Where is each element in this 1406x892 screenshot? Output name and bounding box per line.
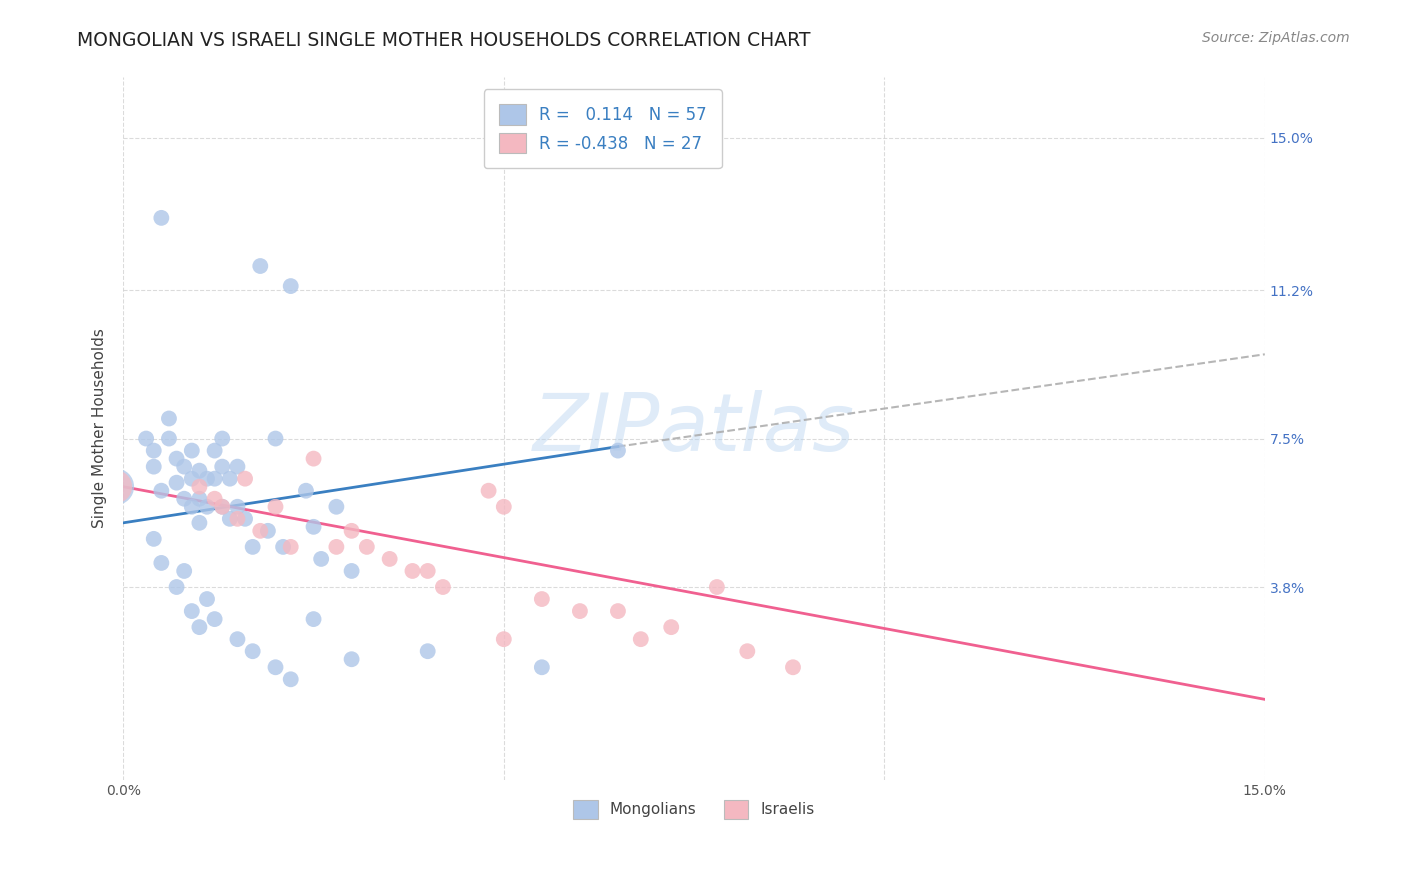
Point xyxy=(204,472,226,486)
Point xyxy=(340,524,363,538)
Point xyxy=(104,480,127,494)
Point xyxy=(188,464,211,478)
Point xyxy=(280,673,302,687)
Point xyxy=(180,443,202,458)
Point xyxy=(325,540,347,554)
Point xyxy=(242,540,264,554)
Point xyxy=(492,632,515,647)
Point xyxy=(249,259,271,273)
Point xyxy=(302,520,325,534)
Point xyxy=(173,564,195,578)
Point xyxy=(104,480,127,494)
Point xyxy=(271,540,294,554)
Point xyxy=(416,644,439,658)
Point xyxy=(226,500,249,514)
Point xyxy=(204,612,226,626)
Point xyxy=(166,580,188,594)
Point xyxy=(309,552,332,566)
Point xyxy=(195,472,218,486)
Point xyxy=(242,644,264,658)
Point xyxy=(226,512,249,526)
Point xyxy=(233,512,256,526)
Legend: Mongolians, Israelis: Mongolians, Israelis xyxy=(567,794,821,824)
Point xyxy=(264,432,287,446)
Point xyxy=(280,540,302,554)
Point xyxy=(530,660,553,674)
Point xyxy=(568,604,591,618)
Point xyxy=(173,491,195,506)
Text: ZIPatlas: ZIPatlas xyxy=(533,390,855,467)
Point xyxy=(195,500,218,514)
Point xyxy=(180,472,202,486)
Point xyxy=(782,660,804,674)
Point xyxy=(218,472,240,486)
Point xyxy=(211,500,233,514)
Point xyxy=(325,500,347,514)
Point xyxy=(280,279,302,293)
Point xyxy=(150,211,173,225)
Point xyxy=(226,632,249,647)
Point xyxy=(264,500,287,514)
Y-axis label: Single Mother Households: Single Mother Households xyxy=(93,328,107,528)
Point xyxy=(249,524,271,538)
Point xyxy=(218,512,240,526)
Point xyxy=(607,604,630,618)
Point xyxy=(188,491,211,506)
Point xyxy=(257,524,280,538)
Point xyxy=(432,580,454,594)
Point xyxy=(416,564,439,578)
Point xyxy=(142,532,165,546)
Point xyxy=(401,564,423,578)
Point xyxy=(173,459,195,474)
Point xyxy=(142,459,165,474)
Point xyxy=(211,459,233,474)
Text: Source: ZipAtlas.com: Source: ZipAtlas.com xyxy=(1202,31,1350,45)
Point xyxy=(340,564,363,578)
Point xyxy=(340,652,363,666)
Text: MONGOLIAN VS ISRAELI SINGLE MOTHER HOUSEHOLDS CORRELATION CHART: MONGOLIAN VS ISRAELI SINGLE MOTHER HOUSE… xyxy=(77,31,811,50)
Point xyxy=(211,500,233,514)
Point xyxy=(204,491,226,506)
Point xyxy=(295,483,318,498)
Point xyxy=(135,432,157,446)
Point xyxy=(302,612,325,626)
Point xyxy=(530,592,553,607)
Point xyxy=(157,432,180,446)
Point xyxy=(607,443,630,458)
Point xyxy=(706,580,728,594)
Point xyxy=(264,660,287,674)
Point xyxy=(150,556,173,570)
Point xyxy=(737,644,759,658)
Point xyxy=(659,620,682,634)
Point xyxy=(630,632,652,647)
Point xyxy=(195,592,218,607)
Point xyxy=(188,516,211,530)
Point xyxy=(188,480,211,494)
Point xyxy=(204,443,226,458)
Point xyxy=(180,500,202,514)
Point xyxy=(188,620,211,634)
Point xyxy=(166,451,188,466)
Point xyxy=(226,459,249,474)
Point xyxy=(477,483,499,498)
Point xyxy=(180,604,202,618)
Point xyxy=(166,475,188,490)
Point xyxy=(356,540,378,554)
Point xyxy=(211,432,233,446)
Point xyxy=(233,472,256,486)
Point xyxy=(302,451,325,466)
Point xyxy=(378,552,401,566)
Point xyxy=(150,483,173,498)
Point xyxy=(492,500,515,514)
Point xyxy=(157,411,180,425)
Point xyxy=(142,443,165,458)
